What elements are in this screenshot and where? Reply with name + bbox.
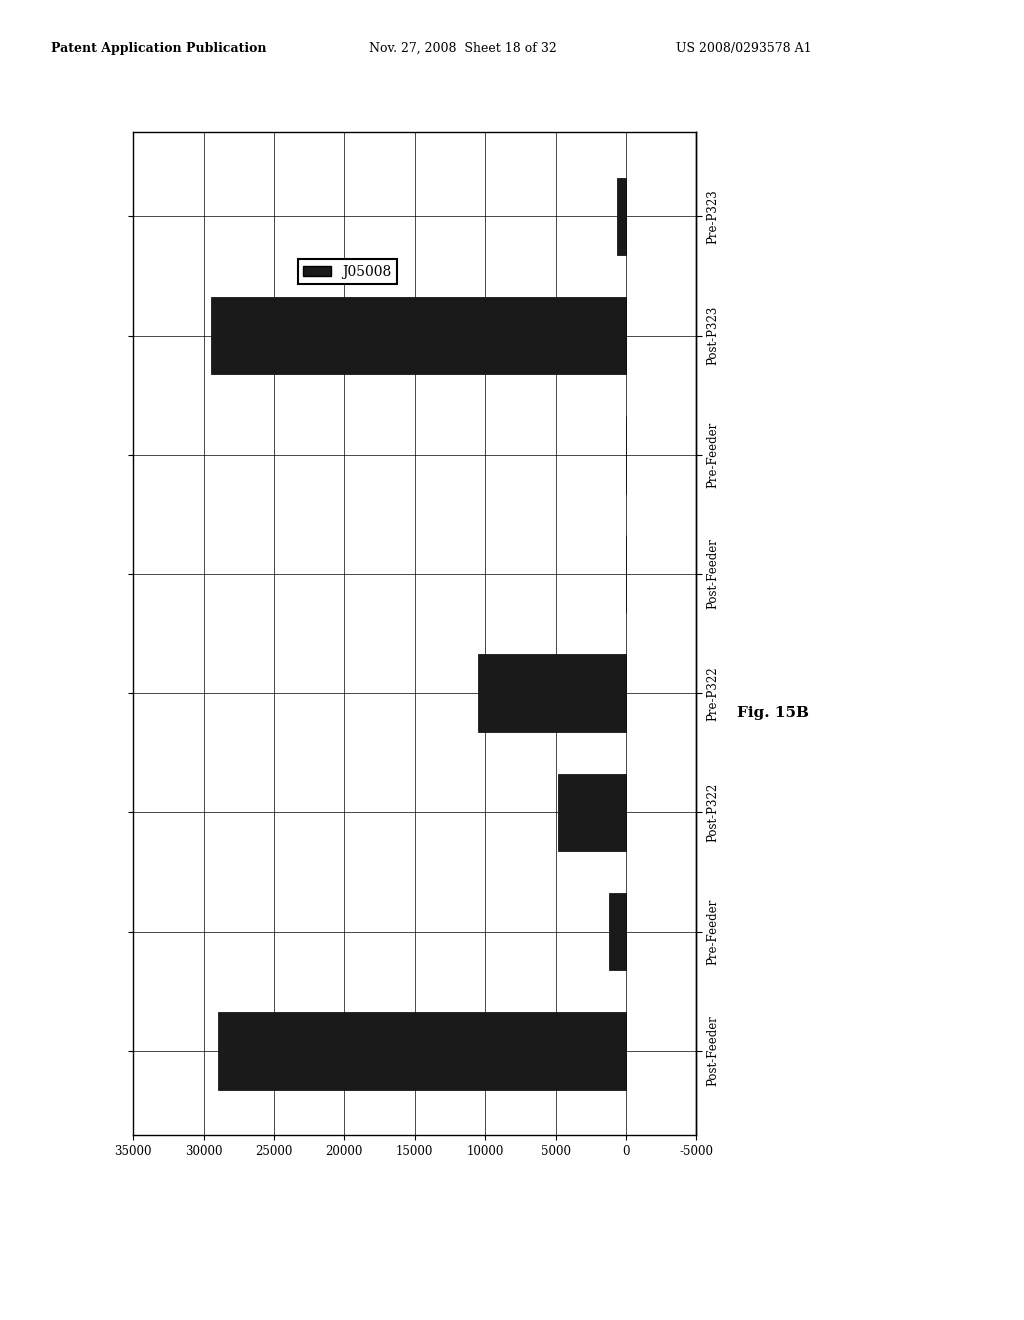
Bar [558,774,626,851]
Legend: J05008: J05008 [298,259,397,284]
Bar [478,655,626,733]
Bar [211,297,626,375]
Text: Fig. 15B: Fig. 15B [737,706,809,719]
Bar [617,178,626,255]
Bar [609,892,626,970]
Bar [218,1012,626,1089]
Text: Nov. 27, 2008  Sheet 18 of 32: Nov. 27, 2008 Sheet 18 of 32 [369,42,556,55]
Text: Patent Application Publication: Patent Application Publication [51,42,266,55]
Text: US 2008/0293578 A1: US 2008/0293578 A1 [676,42,811,55]
